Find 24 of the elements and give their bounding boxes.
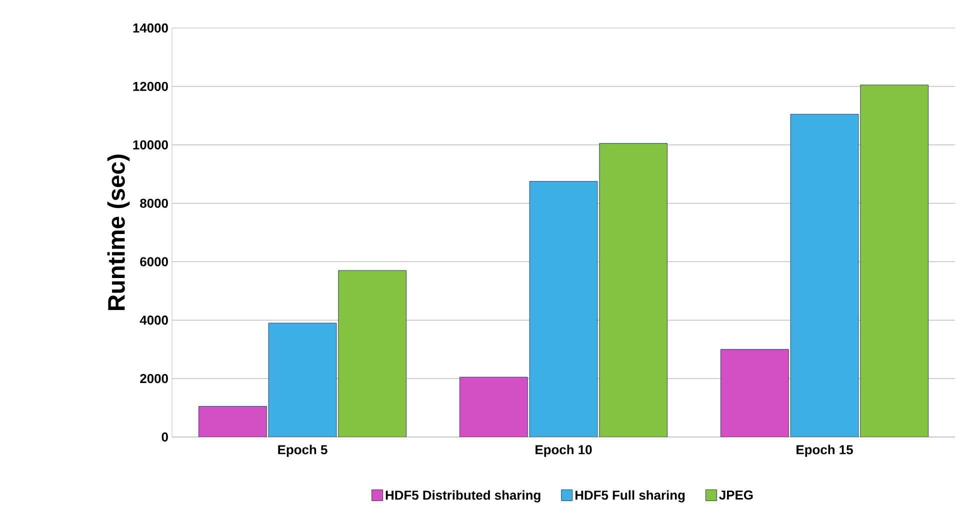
bar [790, 114, 859, 437]
y-tick-label: 10000 [133, 140, 168, 150]
bar [338, 270, 407, 437]
y-tick-label: 0 [162, 432, 168, 442]
y-tick-label: 14000 [133, 23, 168, 33]
legend-label: HDF5 Distributed sharing [386, 490, 540, 502]
bar [720, 349, 789, 437]
y-tick-label: 12000 [133, 82, 168, 92]
y-tick-label: 2000 [140, 374, 168, 384]
x-tick-label: Epoch 5 [278, 444, 328, 457]
x-tick-label: Epoch 10 [536, 444, 592, 457]
bar [198, 406, 267, 437]
bar [860, 84, 929, 437]
bar [599, 143, 668, 437]
y-tick-label: 6000 [140, 257, 168, 266]
bar [459, 376, 528, 437]
y-tick-label: 4000 [140, 316, 168, 325]
bar [268, 322, 337, 437]
y-tick-label: 8000 [140, 198, 168, 208]
x-tick-label: Epoch 15 [796, 444, 853, 457]
bar [529, 181, 598, 437]
y-axis-title: Runtime (sec) [107, 154, 130, 310]
legend-label: JPEG [719, 490, 753, 500]
legend-label: HDF5 Full sharing [576, 490, 685, 502]
